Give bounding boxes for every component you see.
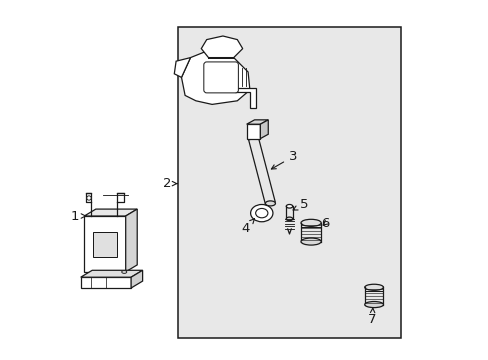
Polygon shape	[181, 50, 249, 104]
Polygon shape	[174, 58, 190, 77]
Bar	[178, 27, 400, 338]
Polygon shape	[248, 137, 275, 205]
Text: 1: 1	[71, 210, 85, 222]
FancyBboxPatch shape	[203, 62, 238, 93]
Text: 3: 3	[271, 150, 297, 169]
Text: 7: 7	[367, 307, 376, 326]
Polygon shape	[84, 209, 137, 216]
Polygon shape	[81, 277, 131, 288]
Text: 5: 5	[292, 198, 307, 211]
Ellipse shape	[250, 204, 272, 222]
Ellipse shape	[285, 217, 292, 221]
Polygon shape	[131, 270, 142, 288]
Polygon shape	[260, 120, 268, 139]
Ellipse shape	[364, 302, 383, 307]
Ellipse shape	[122, 270, 126, 273]
Polygon shape	[81, 270, 142, 277]
Text: 2: 2	[163, 177, 177, 190]
Ellipse shape	[301, 238, 321, 245]
Ellipse shape	[255, 208, 267, 218]
Ellipse shape	[265, 201, 275, 206]
Polygon shape	[84, 216, 125, 272]
Text: 4: 4	[241, 219, 254, 235]
Text: 6: 6	[321, 217, 329, 230]
Polygon shape	[235, 88, 256, 108]
Ellipse shape	[301, 219, 321, 226]
Ellipse shape	[364, 284, 383, 290]
Polygon shape	[201, 36, 242, 58]
Ellipse shape	[285, 204, 292, 208]
Polygon shape	[246, 120, 268, 124]
Bar	[93, 232, 117, 257]
Ellipse shape	[87, 196, 91, 200]
Polygon shape	[246, 124, 260, 139]
Polygon shape	[125, 209, 137, 272]
